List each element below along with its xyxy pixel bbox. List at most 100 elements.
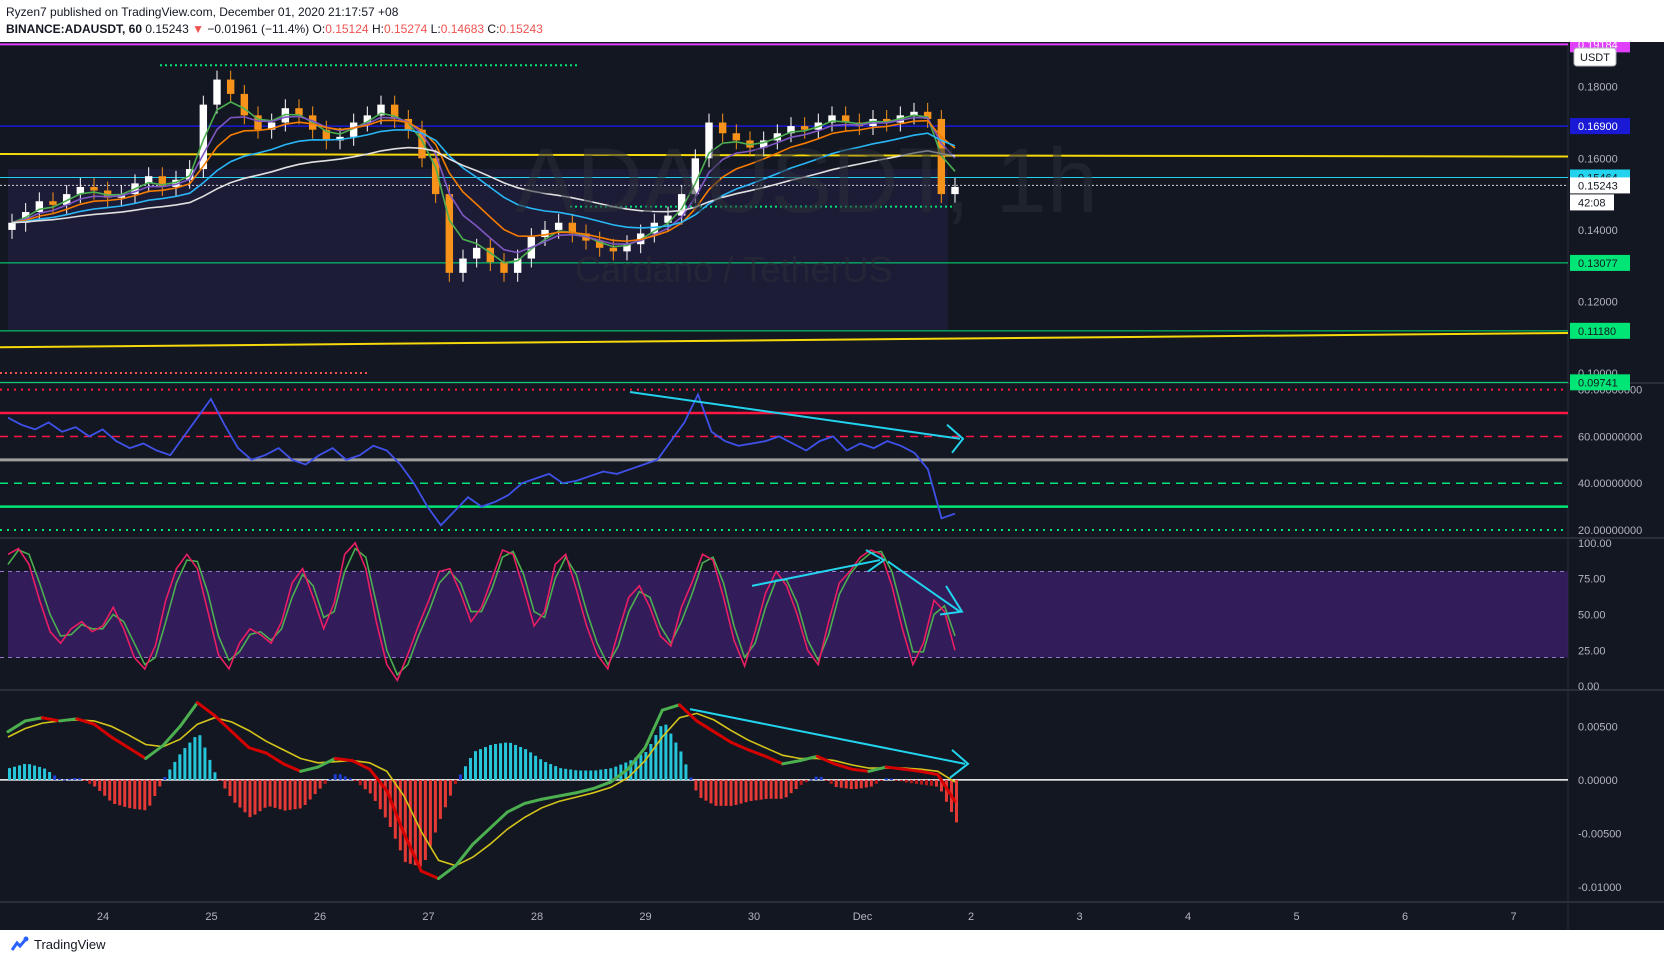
candle-body <box>35 201 44 212</box>
time-tick-label: 25 <box>205 911 217 923</box>
chart-canvas[interactable]: ADAUSDT, 1h Cardano / TetherUS 0.18000 0.16… <box>0 42 1664 930</box>
candle-body <box>609 247 618 252</box>
price-tag-bg <box>1570 322 1630 339</box>
candle-body <box>705 122 713 159</box>
down-arrow-icon: ▼ <box>192 22 204 36</box>
macd-histogram-bar <box>158 779 162 787</box>
watermark-subtitle: Cardano / TetherUS <box>575 249 893 290</box>
macd-histogram-bar <box>108 779 112 801</box>
macd-histogram-bar <box>494 743 498 780</box>
macd-histogram-bar <box>839 779 843 788</box>
rsi-line <box>7 392 956 527</box>
rsi-tick-label: 40.00000000 <box>1578 478 1642 490</box>
candle-body <box>677 194 686 216</box>
macd-histogram-bar <box>188 742 192 780</box>
macd-histogram-bar <box>874 779 878 784</box>
macd-line-segment <box>385 789 406 836</box>
macd-histogram-bar <box>373 779 377 801</box>
macd-histogram-bar <box>288 779 292 810</box>
macd-histogram-bar <box>33 765 37 780</box>
price-tag-bg <box>1570 177 1630 194</box>
macd-histogram-bar <box>894 779 898 781</box>
candle-body <box>650 222 659 234</box>
macd-line-segment <box>299 765 320 773</box>
macd-histogram-bar <box>889 778 893 780</box>
macd-histogram-bar <box>378 779 382 810</box>
macd-histogram-bar <box>899 779 903 782</box>
macd-histogram-bar <box>694 779 698 791</box>
candle-body <box>923 111 932 119</box>
macd-line-segment <box>350 759 372 771</box>
candle-body <box>213 79 221 105</box>
macd-histogram-bar <box>914 779 918 784</box>
macd-histogram-bar <box>764 779 768 799</box>
macd-histogram-bar <box>524 749 528 780</box>
macd-histogram-bar <box>609 768 613 780</box>
macd-histogram-bar <box>293 779 297 810</box>
macd-histogram-bar <box>278 779 282 810</box>
symbol-line: BINANCE:ADAUSDT, 60 0.15243 ▼ −0.01961 (… <box>6 22 543 36</box>
macd-line-segment <box>815 754 836 766</box>
ma-green <box>11 100 956 264</box>
macd-histogram-bar <box>829 779 833 784</box>
macd-histogram-bar <box>263 779 267 808</box>
macd-histogram-bar <box>73 778 77 780</box>
macd-histogram-bar <box>879 779 883 782</box>
macd-histogram-bar <box>173 761 177 780</box>
macd-histogram-bar <box>323 779 327 784</box>
macd-histogram-bar <box>939 779 943 792</box>
macd-line-segment <box>402 832 423 873</box>
ma-purple <box>11 115 956 254</box>
macd-histogram-bar <box>453 779 457 784</box>
macd-histogram-bar <box>113 779 117 805</box>
macd-histogram-bar <box>564 768 568 780</box>
macd-line-segment <box>454 842 475 868</box>
macd-histogram-bar <box>358 779 362 786</box>
macd-histogram-bar <box>919 779 923 785</box>
macd-histogram-bar <box>904 779 908 783</box>
macd-line-segment <box>419 869 440 881</box>
candle-body <box>773 133 782 141</box>
macd-line-segment <box>919 769 940 777</box>
macd-line-segment <box>643 708 664 750</box>
macd-histogram-bar <box>43 768 47 780</box>
macd-histogram-bar <box>689 777 693 780</box>
stoch-arrow-up-icon <box>865 549 886 573</box>
candle-body <box>595 240 604 248</box>
macd-line-segment <box>867 765 888 773</box>
rsi-tick-label: 20.00000000 <box>1578 525 1642 537</box>
macd-histogram-bar <box>83 779 87 782</box>
macd-line-segment <box>161 724 182 748</box>
macd-histogram-bar <box>18 765 22 780</box>
macd-line-segment <box>264 751 285 766</box>
stoch-arrow-down-icon <box>939 585 964 616</box>
macd-histogram-bar <box>418 779 422 867</box>
trendline-yellow-lower <box>0 331 1569 349</box>
ma-white <box>11 146 956 224</box>
macd-histogram-bar <box>448 779 452 796</box>
macd-histogram-bar <box>739 779 743 804</box>
candle-body <box>568 222 577 234</box>
macd-histogram-bar <box>759 779 763 800</box>
tradingview-logo[interactable]: TradingView <box>8 936 106 952</box>
macd-histogram-bar <box>955 779 958 823</box>
macd-histogram-bar <box>313 779 317 795</box>
macd-histogram-bar <box>268 779 272 807</box>
macd-histogram-bar <box>854 779 858 789</box>
macd-histogram-bar <box>929 779 933 786</box>
macd-histogram-bar <box>844 779 848 789</box>
macd-histogram-bar <box>819 776 823 780</box>
macd-histogram-bar <box>519 747 523 780</box>
macd-histogram-bar <box>183 748 187 780</box>
macd-histogram-bar <box>639 754 643 780</box>
macd-line-segment <box>901 767 923 773</box>
trendline-yellow-upper <box>0 153 1569 158</box>
macd-histogram-bar <box>869 779 873 787</box>
macd-histogram-bar <box>554 766 558 780</box>
candle-body <box>664 215 672 223</box>
macd-line-segment <box>333 756 354 763</box>
macd-line-segment <box>850 767 871 773</box>
candle-body <box>910 111 918 116</box>
rsi-arrow-icon <box>946 424 965 454</box>
chart-marks <box>0 43 1569 881</box>
